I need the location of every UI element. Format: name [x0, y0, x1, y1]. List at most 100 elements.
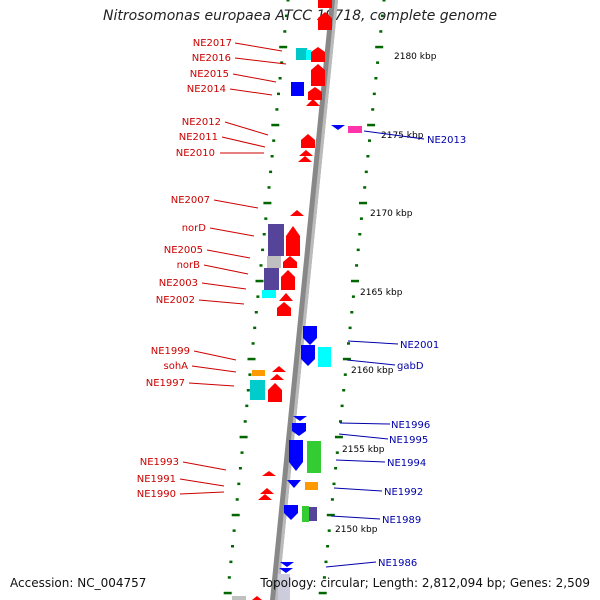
gene-arrow[interactable] — [258, 494, 272, 500]
gene-block[interactable] — [267, 256, 281, 268]
tick-mark — [355, 264, 359, 267]
gene-block[interactable] — [318, 0, 332, 8]
gene-block[interactable] — [262, 290, 276, 298]
gene-arrow[interactable] — [287, 480, 301, 488]
gene-arrow[interactable] — [252, 596, 262, 600]
gene-arrow[interactable] — [308, 87, 322, 100]
gene-arrow[interactable] — [298, 156, 312, 162]
gene-arrow[interactable] — [292, 423, 306, 436]
tick-mark — [275, 108, 279, 111]
gene-block[interactable] — [306, 50, 311, 60]
tick-mark — [358, 233, 362, 236]
gene-block[interactable] — [302, 506, 309, 522]
gene-label[interactable]: NE1992 — [384, 487, 423, 498]
tick-mark — [380, 14, 384, 18]
left-labels: NE2017 NE2016 NE2015 NE2014 NE2012 NE201… — [137, 38, 287, 500]
gene-arrow[interactable] — [299, 150, 313, 156]
gene-arrow[interactable] — [270, 374, 284, 380]
tick-mark — [334, 435, 343, 439]
tick-mark — [364, 170, 368, 174]
gene-arrow[interactable] — [279, 293, 293, 301]
tick-mark — [231, 513, 240, 517]
gene-arrow[interactable] — [301, 345, 315, 366]
tick-mark — [246, 389, 250, 392]
tick-mark — [330, 498, 334, 501]
gene-label[interactable]: NE2002 — [156, 295, 195, 306]
gene-arrow[interactable] — [306, 99, 320, 106]
gene-label[interactable]: NE1986 — [378, 558, 417, 569]
gene-label[interactable]: NE2016 — [192, 53, 231, 64]
gene-block[interactable] — [264, 268, 279, 290]
gene-arrow[interactable] — [262, 471, 276, 476]
gene-label[interactable]: NE2012 — [182, 117, 221, 128]
gene-block[interactable] — [252, 370, 265, 376]
gene-block[interactable] — [305, 482, 318, 490]
gene-label[interactable]: NE1996 — [391, 420, 430, 431]
gene-label[interactable]: NE2017 — [193, 38, 232, 49]
gene-label[interactable]: NE1990 — [137, 489, 176, 500]
tick-mark — [339, 420, 342, 423]
gene-block[interactable] — [291, 82, 304, 96]
tick-mark — [343, 373, 347, 376]
gene-label[interactable]: NE1991 — [137, 474, 176, 485]
gene-label[interactable]: NE2013 — [427, 135, 466, 146]
gene-block[interactable] — [296, 48, 307, 60]
tick-mark — [270, 155, 274, 158]
tick-mark — [332, 482, 336, 486]
tick-mark — [259, 264, 263, 267]
tick-mark — [322, 576, 326, 579]
gene-arrow[interactable] — [331, 125, 345, 130]
gene-label[interactable]: NE1989 — [382, 515, 421, 526]
gene-arrow[interactable] — [277, 302, 291, 316]
gene-arrow[interactable] — [290, 210, 304, 216]
gene-block[interactable] — [278, 574, 290, 600]
gene-arrow[interactable] — [318, 12, 332, 30]
gene-block[interactable] — [268, 224, 284, 256]
gene-block[interactable] — [307, 441, 321, 473]
gene-label[interactable]: norD — [182, 223, 207, 234]
gene-label[interactable]: NE2007 — [171, 195, 210, 206]
tick-mark — [318, 591, 327, 595]
gene-label[interactable]: NE1997 — [146, 378, 185, 389]
gene-label[interactable]: NE2003 — [159, 278, 198, 289]
gene-label[interactable]: gabD — [397, 361, 424, 372]
gene-arrow[interactable] — [279, 568, 293, 573]
gene-block[interactable] — [232, 596, 246, 600]
gene-label[interactable]: NE1999 — [151, 346, 190, 357]
gene-label[interactable]: NE2014 — [187, 84, 226, 95]
gene-label[interactable]: norB — [177, 260, 201, 271]
gene-arrow[interactable] — [311, 64, 325, 86]
gene-arrow[interactable] — [303, 326, 317, 345]
gene-arrow[interactable] — [289, 440, 303, 471]
gene-label[interactable]: NE1993 — [140, 457, 179, 468]
gene-arrow[interactable] — [272, 366, 286, 372]
gene-label[interactable]: NE2015 — [190, 69, 229, 80]
gene-arrow[interactable] — [283, 256, 297, 268]
gene-features — [232, 0, 362, 600]
gene-arrow[interactable] — [260, 488, 274, 494]
topology-text: Topology: circular; Length: 2,812,094 bp… — [260, 576, 590, 590]
tick-mark — [251, 342, 255, 345]
gene-label[interactable]: sohA — [163, 361, 188, 372]
gene-label[interactable]: NE1995 — [389, 435, 428, 446]
gene-arrow[interactable] — [284, 505, 298, 520]
gene-arrow[interactable] — [286, 226, 300, 256]
gene-label[interactable]: NE1994 — [387, 458, 426, 469]
gene-arrow[interactable] — [293, 416, 307, 421]
gene-arrow[interactable] — [281, 270, 295, 290]
tick-mark — [342, 389, 346, 392]
gene-block[interactable] — [309, 507, 317, 521]
gene-label[interactable]: NE2010 — [176, 148, 215, 159]
tick-mark — [334, 467, 338, 470]
gene-label[interactable]: NE2011 — [179, 132, 218, 143]
gene-arrow[interactable] — [280, 562, 294, 567]
gene-arrow[interactable] — [301, 134, 315, 148]
gene-arrow[interactable] — [268, 383, 282, 402]
gene-block[interactable] — [348, 126, 362, 133]
gene-block[interactable] — [318, 347, 331, 367]
gene-arrow[interactable] — [311, 47, 325, 62]
gene-label[interactable]: NE2001 — [400, 340, 439, 351]
gene-label[interactable]: NE2005 — [164, 245, 203, 256]
gene-block[interactable] — [250, 380, 265, 400]
